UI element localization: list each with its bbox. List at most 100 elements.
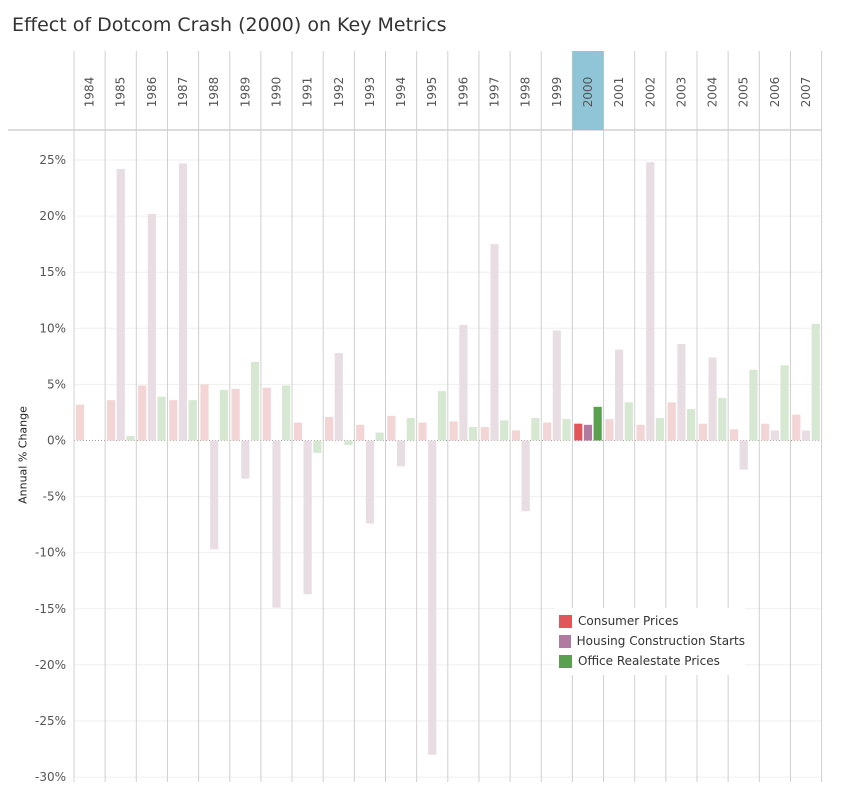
bar-office-realestate-prices: [126, 436, 135, 441]
bar-housing-construction-starts: [552, 330, 561, 441]
bar-housing-construction-starts: [147, 213, 156, 441]
bars: [75, 162, 820, 755]
legend-item: Office Realestate Prices: [555, 651, 745, 671]
y-tick-label: -15%: [35, 602, 66, 616]
y-tick-label: 5%: [47, 377, 66, 391]
bar-office-realestate-prices: [188, 400, 197, 441]
bar-housing-construction-starts: [646, 162, 655, 441]
year-label: 1993: [363, 77, 377, 108]
year-label: 2000: [581, 77, 595, 108]
bar-housing-construction-starts: [739, 440, 748, 470]
year-label: 1985: [114, 77, 128, 108]
y-axis: 25% 20% 15% 10% 5% 0% -5% -10% -15% -20% -25% -30%: [35, 153, 66, 784]
y-tick-label: 20%: [39, 209, 66, 223]
bar-housing-construction-starts: [490, 244, 499, 441]
bar-housing-construction-starts: [241, 440, 250, 479]
year-label: 1990: [269, 77, 283, 108]
bar-consumer-prices: [138, 385, 147, 441]
year-label: 1986: [145, 77, 159, 108]
legend-item: Housing Construction Starts: [555, 631, 745, 651]
year-label: 1994: [394, 77, 408, 108]
bar-consumer-prices: [387, 415, 396, 441]
bar-housing-construction-starts: [708, 357, 717, 441]
chart-title: Effect of Dotcom Crash (2000) on Key Met…: [12, 14, 447, 36]
bar-housing-construction-starts: [677, 344, 686, 441]
bar-office-realestate-prices: [500, 420, 509, 441]
year-label: 1995: [425, 77, 439, 108]
year-label: 2006: [768, 77, 782, 108]
bar-office-realestate-prices: [749, 369, 758, 441]
bar-consumer-prices: [698, 423, 707, 441]
y-tick-label: 0%: [47, 434, 66, 448]
bar-office-realestate-prices: [375, 432, 384, 441]
bar-housing-construction-starts: [334, 352, 343, 441]
y-tick-label: -20%: [35, 658, 66, 672]
y-tick-label: -10%: [35, 546, 66, 560]
bar-housing-construction-starts: [396, 440, 406, 467]
bar-consumer-prices: [324, 416, 334, 441]
bar-consumer-prices: [106, 400, 116, 441]
year-label: 1998: [519, 77, 533, 108]
bar-consumer-prices: [169, 400, 178, 441]
gridlines: [8, 51, 823, 782]
bar-consumer-prices: [480, 427, 489, 441]
bar-housing-construction-starts: [178, 163, 188, 441]
bar-office-realestate-prices: [437, 391, 447, 441]
bar-housing-construction-starts: [365, 440, 375, 524]
bar-consumer-prices: [761, 423, 770, 441]
bar-office-realestate-prices: [468, 427, 478, 441]
y-tick-label: -25%: [35, 714, 66, 728]
bar-housing-construction-starts: [583, 424, 593, 441]
bar-consumer-prices: [449, 421, 458, 441]
bar-consumer-prices: [511, 430, 521, 441]
year-label: 1988: [207, 77, 221, 108]
bar-office-realestate-prices: [624, 402, 633, 441]
bar-consumer-prices: [574, 423, 583, 441]
bar-consumer-prices: [200, 384, 209, 441]
bar-housing-construction-starts: [303, 440, 312, 595]
y-tick-label: 10%: [39, 321, 66, 335]
bar-consumer-prices: [356, 424, 365, 441]
year-label: 2003: [674, 77, 688, 108]
bar-consumer-prices: [792, 414, 801, 441]
y-tick-label: 15%: [39, 265, 66, 279]
bar-office-realestate-prices: [593, 406, 602, 441]
legend-label: Consumer Prices: [578, 614, 679, 628]
bar-housing-construction-starts: [801, 430, 811, 441]
legend-label: Office Realestate Prices: [578, 654, 720, 668]
legend-item: Consumer Prices: [555, 611, 745, 631]
year-label: 1999: [550, 77, 564, 108]
bar-office-realestate-prices: [250, 361, 260, 441]
bar-office-realestate-prices: [655, 418, 665, 441]
bar-consumer-prices: [75, 404, 84, 441]
bar-office-realestate-prices: [811, 323, 820, 441]
bar-office-realestate-prices: [282, 385, 291, 441]
bar-consumer-prices: [543, 422, 552, 441]
year-label: 1992: [332, 77, 346, 108]
year-label: 1984: [83, 77, 97, 108]
bar-office-realestate-prices: [531, 418, 540, 441]
legend-swatch: [559, 614, 572, 628]
legend: Consumer Prices Housing Construction Star…: [555, 608, 745, 675]
year-label: 2005: [737, 77, 751, 108]
bar-office-realestate-prices: [718, 397, 727, 441]
bar-consumer-prices: [262, 387, 271, 441]
legend-swatch: [559, 654, 572, 668]
bar-office-realestate-prices: [344, 440, 353, 445]
bar-housing-construction-starts: [521, 440, 530, 512]
bar-office-realestate-prices: [313, 440, 322, 453]
bar-housing-construction-starts: [116, 168, 125, 441]
bar-consumer-prices: [293, 422, 303, 441]
year-label: 2007: [799, 77, 813, 108]
y-tick-label: -5%: [43, 490, 66, 504]
year-header: 1984 1985 1986 1987 1988 1989 1990 1991 1992 1993…: [83, 51, 813, 130]
bar-consumer-prices: [729, 429, 739, 441]
legend-label: Housing Construction Starts: [576, 634, 745, 648]
bar-housing-construction-starts: [272, 440, 281, 608]
year-label: 1991: [301, 77, 315, 108]
y-tick-label: -30%: [35, 770, 66, 784]
year-label: 1987: [176, 77, 190, 108]
bar-housing-construction-starts: [459, 324, 468, 441]
year-label: 2002: [643, 77, 657, 108]
